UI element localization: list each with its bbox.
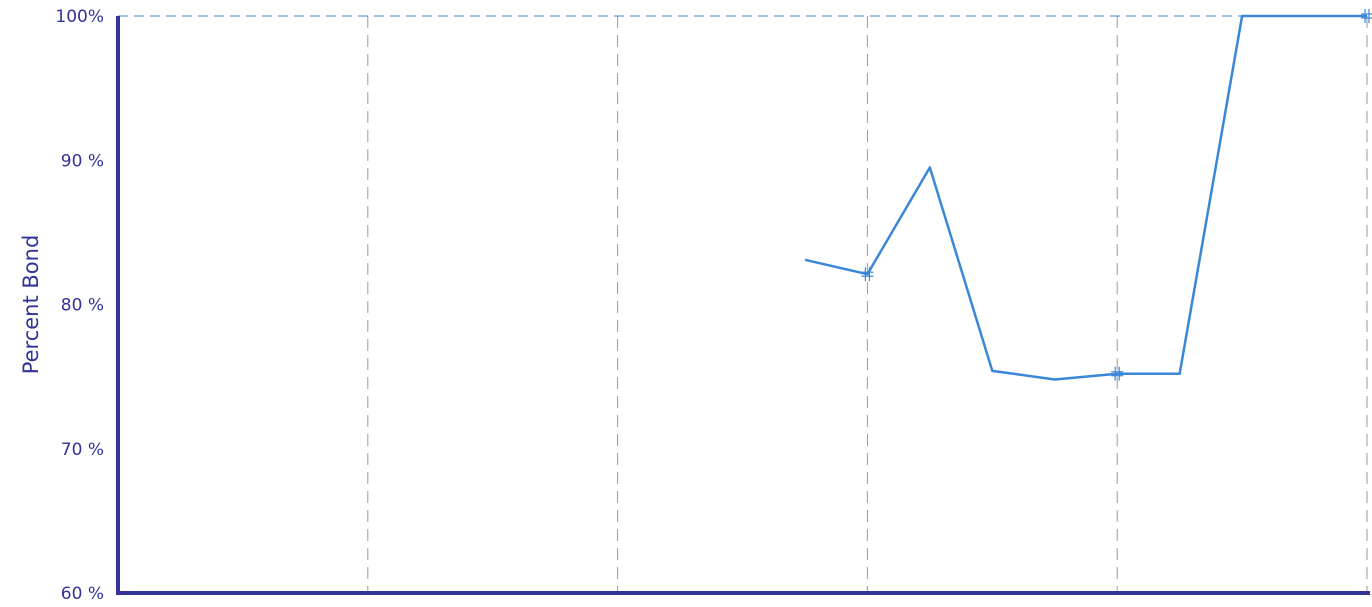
y-tick-label: 70 % bbox=[61, 440, 104, 460]
data-point-marker bbox=[861, 267, 874, 282]
y-tick-label: 90 % bbox=[61, 151, 104, 171]
y-axis-title: Percent Bond bbox=[19, 235, 43, 375]
gridlines bbox=[367, 16, 1368, 593]
series-layer bbox=[804, 9, 1372, 381]
y-tick-labels: 100% 90 % 80 % 70 % 60 % bbox=[55, 7, 104, 604]
axes bbox=[116, 16, 1370, 595]
series-line bbox=[804, 14, 1367, 381]
y-tick-label: 80 % bbox=[61, 296, 104, 316]
y-tick-label: 100% bbox=[55, 7, 104, 27]
y-tick-label: 60 % bbox=[61, 584, 104, 604]
data-point-marker bbox=[1361, 9, 1372, 23]
data-point-marker bbox=[1111, 366, 1124, 381]
